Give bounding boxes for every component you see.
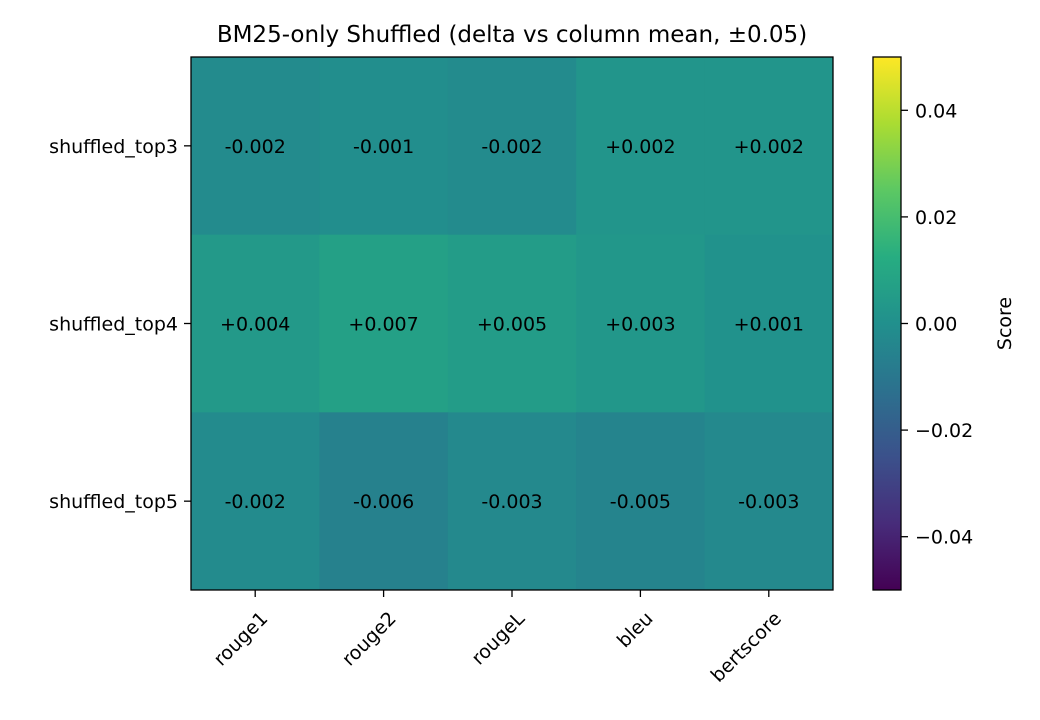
y-tick-label-shuffled_top4: shuffled_top4 <box>49 314 178 336</box>
x-tick-label-bleu: bleu <box>613 608 658 653</box>
heatmap-cell-shuffled_top3-rougeL <box>447 57 577 236</box>
colorbar-label: Score <box>994 297 1016 350</box>
y-axis: shuffled_top3 shuffled_top4 shuffled_top5 <box>49 136 191 513</box>
colorbar-tick-label: 0.00 <box>915 314 957 336</box>
colorbar-tick-label: 0.02 <box>915 207 957 229</box>
cell-value-label: -0.002 <box>225 136 286 158</box>
cell-value-label: +0.002 <box>734 136 804 158</box>
cell-value-label: -0.002 <box>225 491 286 513</box>
heatmap-cell-shuffled_top3-bleu <box>576 57 706 236</box>
heatmap-cell-shuffled_top4-bleu <box>576 234 706 413</box>
heatmap-cell-shuffled_top3-bertscore <box>704 57 834 236</box>
heatmap-cell-shuffled_top5-bertscore <box>704 412 834 591</box>
cell-value-label: -0.006 <box>353 491 414 513</box>
heatmap-cell-shuffled_top5-rouge2 <box>319 412 449 591</box>
cell-value-label: +0.003 <box>605 314 675 336</box>
colorbar-gradient <box>873 57 901 590</box>
cell-value-label: +0.007 <box>348 314 418 336</box>
heatmap-cell-shuffled_top4-bertscore <box>704 234 834 413</box>
x-tick-label-rouge1: rouge1 <box>209 608 272 671</box>
chart-title: BM25-only Shuffled (delta vs column mean… <box>217 22 807 48</box>
cell-value-label: -0.002 <box>481 136 542 158</box>
x-tick-label-bertscore: bertscore <box>707 608 786 687</box>
cell-value-label: +0.004 <box>220 314 290 336</box>
cell-value-label: +0.001 <box>734 314 804 336</box>
heatmap-cell-shuffled_top3-rouge2 <box>319 57 449 236</box>
y-tick-label-shuffled_top3: shuffled_top3 <box>49 136 178 158</box>
heatmap-cells <box>191 57 834 591</box>
x-tick-label-rougeL: rougeL <box>467 607 529 669</box>
colorbar-tick-label: 0.04 <box>915 100 957 122</box>
heatmap-cell-shuffled_top4-rouge1 <box>191 234 320 413</box>
cell-value-label: -0.003 <box>481 491 542 513</box>
heatmap-cell-labels: -0.002 -0.001 -0.002 +0.002 +0.002 +0.004 +0.0… <box>220 136 804 513</box>
heatmap-cell-shuffled_top5-bleu <box>576 412 706 591</box>
heatmap-cell-shuffled_top4-rouge2 <box>319 234 449 413</box>
y-tick-label-shuffled_top5: shuffled_top5 <box>49 491 178 513</box>
colorbar: −0.04 −0.02 0.00 0.02 0.04 Score <box>872 56 1016 591</box>
heatmap-cell-shuffled_top5-rouge1 <box>191 412 320 591</box>
cell-value-label: -0.001 <box>353 136 414 158</box>
colorbar-tick-label: −0.02 <box>915 420 973 442</box>
cell-value-label: -0.005 <box>610 491 671 513</box>
heatmap-cell-shuffled_top5-rougeL <box>447 412 577 591</box>
cell-value-label: +0.002 <box>605 136 675 158</box>
cell-value-label: -0.003 <box>738 491 799 513</box>
colorbar-tick-label: −0.04 <box>915 527 973 549</box>
heatmap-cell-shuffled_top3-rouge1 <box>191 57 320 236</box>
heatmap-cell-shuffled_top4-rougeL <box>447 234 577 413</box>
x-axis: rouge1 rouge2 rougeL bleu bertscore <box>209 590 786 687</box>
cell-value-label: +0.005 <box>477 314 547 336</box>
x-tick-label-rouge2: rouge2 <box>338 608 401 671</box>
